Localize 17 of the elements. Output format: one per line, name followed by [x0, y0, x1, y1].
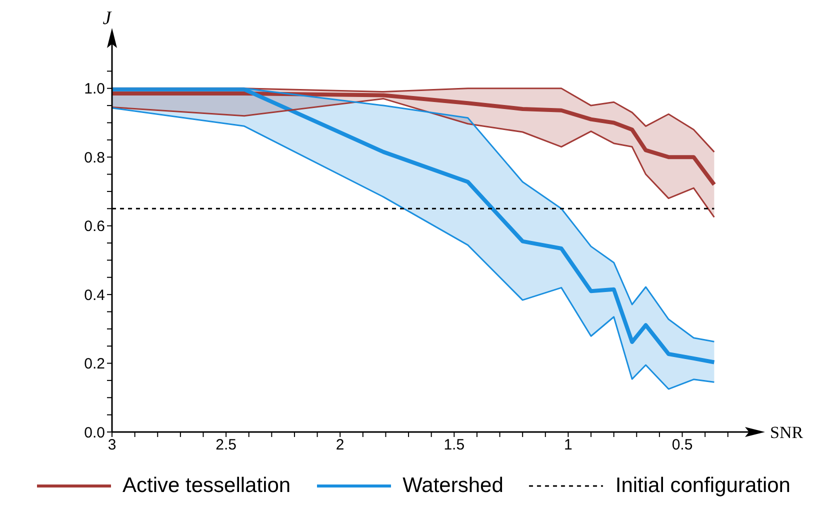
legend-label: Initial configuration	[615, 474, 790, 498]
y-axis-title: J	[102, 8, 113, 29]
y-tick-label: 0.8	[84, 149, 105, 166]
x-tick-label: 3	[108, 436, 116, 454]
x-tick-label: 2	[336, 436, 344, 454]
y-tick-label: 0.4	[84, 286, 105, 304]
x-tick-label: 1.5	[444, 436, 465, 454]
legend-label: Active tessellation	[122, 474, 291, 498]
y-tick-label: 0.0	[84, 424, 105, 442]
y-tick-label: 0.2	[84, 356, 105, 373]
legend-label: Watershed	[402, 474, 504, 498]
x-tick-label: 0.5	[672, 436, 693, 454]
x-tick-label: 1	[564, 436, 572, 454]
x-axis-title: SNR	[770, 423, 804, 442]
x-tick-label: 2.5	[216, 436, 236, 454]
y-tick-label: 0.6	[84, 218, 105, 236]
y-tick-label: 1.0	[84, 80, 105, 98]
